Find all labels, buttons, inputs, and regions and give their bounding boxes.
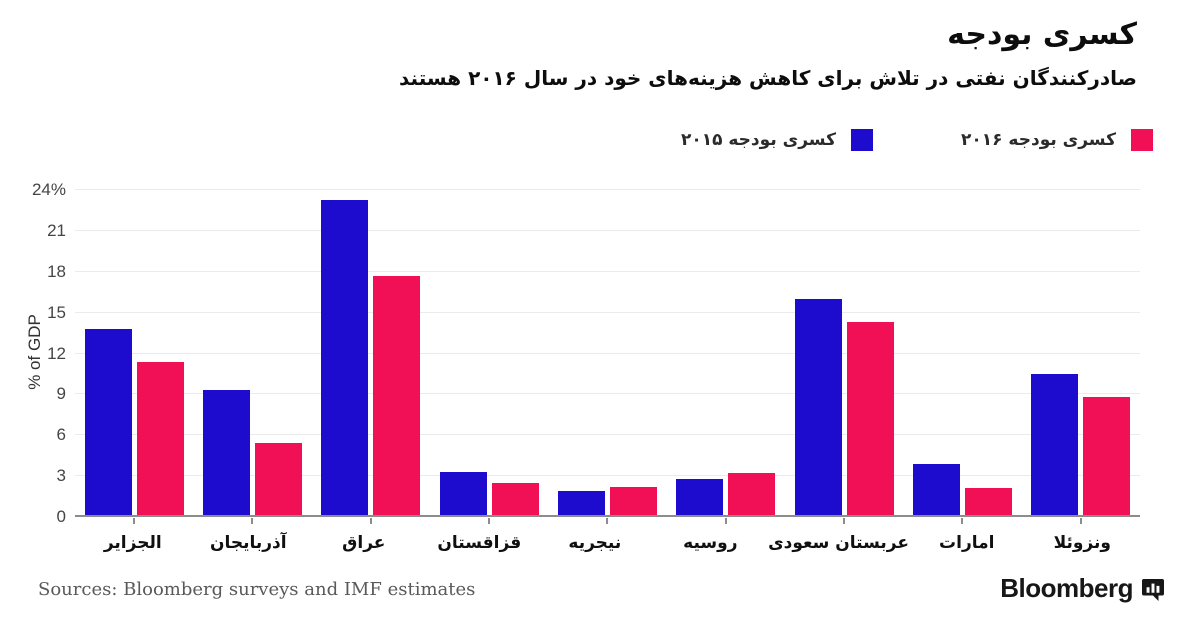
bar-2015 (557, 491, 605, 517)
y-tick-label: 9 (56, 384, 66, 404)
chart-header: کسری بودجه صادرکنندگان نفتی در تلاش برای… (399, 16, 1137, 90)
x-axis-tick (724, 518, 727, 524)
gridline (75, 270, 1140, 272)
y-tick-label: 24% (31, 180, 66, 199)
gridline (75, 434, 1140, 436)
bloomberg-wordmark: Bloomberg (1000, 573, 1133, 603)
bar-group-saudi-arabia (785, 190, 903, 524)
bar-2015 (439, 472, 487, 517)
bar-group-kazakhstan (430, 190, 548, 524)
bar-2015 (84, 328, 132, 517)
bar-group-nigeria (548, 190, 666, 524)
x-axis-tick (488, 518, 491, 524)
x-axis-labels: الجزایر آذربایجان عراق قزاقستان نیجریه روسیه ع… (75, 533, 1140, 553)
bar-group-azerbaijan (193, 190, 311, 524)
legend-item-2015: کسری بودجه ۲۰۱۵ (681, 129, 873, 151)
y-tick-label: 15 (47, 302, 66, 322)
x-axis-tick (843, 518, 846, 524)
legend-label-2015: کسری بودجه ۲۰۱۵ (680, 130, 836, 150)
bar-2016 (491, 482, 539, 517)
category-label: عراق (342, 533, 386, 553)
y-tick-label: 6 (56, 425, 66, 445)
plot-area (75, 189, 1140, 524)
gridline (75, 475, 1140, 477)
y-axis-ticks: 0 3 6 9 12 15 18 21 24% (0, 180, 66, 526)
bar-2015 (676, 478, 724, 517)
gridline (75, 189, 1140, 190)
category-label: آذربایجان (209, 533, 287, 553)
category-label: نیجریه (568, 533, 622, 553)
chart-subtitle: صادرکنندگان نفتی در تلاش برای کاهش هزینه… (399, 65, 1137, 90)
bar-2016 (254, 443, 302, 517)
bar-2016 (136, 361, 184, 517)
bar-2016 (609, 487, 657, 517)
bar-2015 (794, 299, 842, 517)
category-label: ونزوئلا (1053, 533, 1111, 553)
gridline (75, 229, 1140, 231)
legend-swatch-2016-icon (1131, 129, 1153, 151)
x-axis-tick (133, 518, 136, 524)
chart-legend: کسری بودجه ۲۰۱۶ کسری بودجه ۲۰۱۵ (681, 129, 1153, 151)
bar-2015 (912, 463, 960, 517)
page-title: کسری بودجه (947, 17, 1137, 52)
y-tick-label: 21 (47, 220, 66, 240)
bar-2016 (846, 322, 894, 517)
bar-2016 (373, 275, 421, 517)
gridline (75, 311, 1140, 313)
sources-text: Sources: Bloomberg surveys and IMF estim… (38, 579, 476, 600)
y-tick-label: 3 (56, 466, 66, 486)
bar-2016 (728, 473, 776, 517)
x-axis-tick (1079, 518, 1082, 524)
category-label: امارات (939, 533, 995, 553)
bar-2015 (321, 199, 369, 517)
bar-group-venezuela (1022, 190, 1140, 524)
x-axis-tick (251, 518, 254, 524)
legend-swatch-2015-icon (850, 129, 873, 151)
bloomberg-logo-icon (1142, 578, 1164, 601)
x-axis-tick (606, 518, 609, 524)
gridline (75, 393, 1140, 395)
bar-2015 (1031, 373, 1079, 517)
legend-item-2016: کسری بودجه ۲۰۱۶ (961, 129, 1153, 151)
y-tick-label: 18 (47, 261, 66, 281)
bloomberg-brand: Bloomberg (1000, 573, 1164, 604)
bar-2016 (1083, 397, 1131, 517)
gridline (75, 352, 1140, 354)
x-axis-tick (961, 518, 964, 524)
bar-2016 (964, 488, 1012, 517)
category-label: الجزایر (103, 533, 162, 553)
bar-2015 (202, 390, 250, 517)
y-tick-label: 0 (56, 507, 66, 526)
x-axis-tick (369, 518, 372, 524)
bar-group-iraq (312, 190, 430, 524)
bar-group-algeria (75, 190, 193, 524)
legend-label-2016: کسری بودجه ۲۰۱۶ (960, 130, 1116, 150)
category-label: روسیه (683, 533, 738, 553)
y-tick-label: 12 (47, 343, 66, 363)
bar-group-russia (667, 190, 785, 524)
category-label: عربستان سعودی (768, 533, 909, 553)
x-axis-baseline (75, 515, 1140, 517)
bar-groups (75, 190, 1140, 524)
category-label: قزاقستان (437, 533, 522, 553)
bar-group-uae (903, 190, 1021, 524)
